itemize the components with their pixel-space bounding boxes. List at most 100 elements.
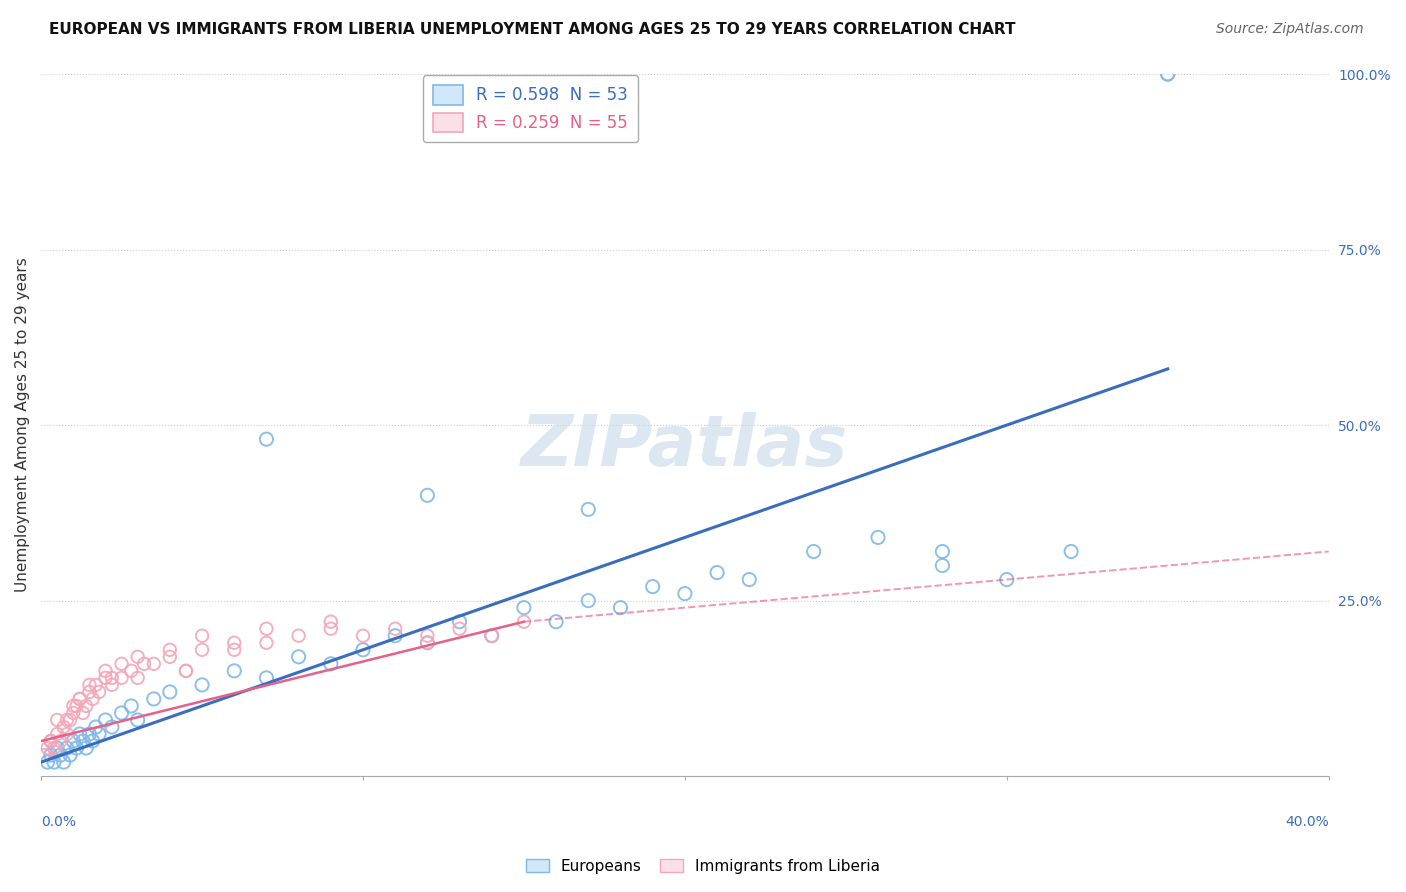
Point (416, 636, 439, 650)
Point (46, 741, 69, 756)
Point (142, 692, 165, 706)
Point (384, 622, 406, 636)
Point (65, 698, 87, 713)
Point (62, 734, 84, 748)
Point (352, 642, 374, 657)
Point (319, 622, 342, 636)
Point (254, 636, 277, 650)
Point (52, 720, 75, 734)
Point (673, 586, 696, 600)
Point (62, 698, 84, 713)
Point (79, 678, 101, 692)
Point (866, 531, 889, 545)
Point (641, 580, 664, 594)
Point (37, 755, 59, 769)
Point (254, 671, 277, 685)
Point (416, 636, 439, 650)
Text: Source: ZipAtlas.com: Source: ZipAtlas.com (1216, 22, 1364, 37)
Point (127, 649, 149, 664)
Point (142, 657, 165, 671)
Point (94, 664, 117, 678)
Point (75, 741, 97, 756)
Point (49, 734, 72, 748)
Point (254, 622, 277, 636)
Point (46, 727, 69, 741)
Point (120, 664, 142, 678)
Point (49, 748, 72, 763)
Point (1157, 67, 1180, 81)
Point (56, 713, 79, 727)
Point (39, 734, 62, 748)
Point (1157, 67, 1180, 81)
Point (94, 671, 117, 685)
Point (254, 432, 277, 446)
Legend: Europeans, Immigrants from Liberia: Europeans, Immigrants from Liberia (520, 853, 886, 880)
Point (72, 706, 94, 720)
Point (56, 727, 79, 741)
Point (287, 649, 309, 664)
Point (52, 755, 75, 769)
Point (224, 642, 246, 657)
Point (449, 622, 471, 636)
Point (72, 734, 94, 748)
Point (995, 573, 1018, 587)
Point (84, 678, 107, 692)
Text: ZIPatlas: ZIPatlas (522, 411, 849, 481)
Point (42, 741, 65, 756)
Point (120, 698, 142, 713)
Point (127, 713, 149, 727)
Point (79, 685, 101, 699)
Point (59, 748, 82, 763)
Text: 0.0%: 0.0% (41, 814, 76, 829)
Point (546, 615, 568, 629)
Point (191, 678, 214, 692)
Text: 40.0%: 40.0% (1285, 814, 1329, 829)
Y-axis label: Unemployment Among Ages 25 to 29 years: Unemployment Among Ages 25 to 29 years (15, 258, 30, 592)
Point (87, 685, 110, 699)
Point (609, 600, 631, 615)
Point (56, 741, 79, 756)
Point (159, 642, 181, 657)
Point (69, 692, 91, 706)
Point (69, 692, 91, 706)
Point (191, 642, 214, 657)
Point (65, 741, 87, 756)
Point (576, 502, 599, 516)
Point (352, 629, 374, 643)
Point (159, 685, 181, 699)
Point (738, 573, 761, 587)
Point (101, 720, 124, 734)
Point (931, 544, 953, 558)
Point (42, 755, 65, 769)
Point (224, 636, 246, 650)
Point (94, 713, 117, 727)
Point (101, 671, 124, 685)
Point (159, 649, 181, 664)
Point (110, 706, 132, 720)
Point (79, 727, 101, 741)
Point (287, 629, 309, 643)
Point (39, 748, 62, 763)
Point (416, 488, 439, 502)
Point (87, 727, 110, 741)
Point (84, 720, 107, 734)
Point (110, 657, 132, 671)
Point (576, 593, 599, 607)
Point (39, 734, 62, 748)
Point (449, 615, 471, 629)
Point (75, 698, 97, 713)
Point (37, 741, 59, 756)
Point (127, 671, 149, 685)
Point (1060, 544, 1083, 558)
Point (224, 664, 246, 678)
Point (46, 713, 69, 727)
Point (803, 544, 825, 558)
Text: EUROPEAN VS IMMIGRANTS FROM LIBERIA UNEMPLOYMENT AMONG AGES 25 TO 29 YEARS CORRE: EUROPEAN VS IMMIGRANTS FROM LIBERIA UNEM… (49, 22, 1015, 37)
Point (69, 727, 91, 741)
Point (319, 657, 342, 671)
Point (110, 671, 132, 685)
Point (481, 629, 503, 643)
Point (513, 600, 536, 615)
Point (82, 692, 104, 706)
Point (59, 713, 82, 727)
